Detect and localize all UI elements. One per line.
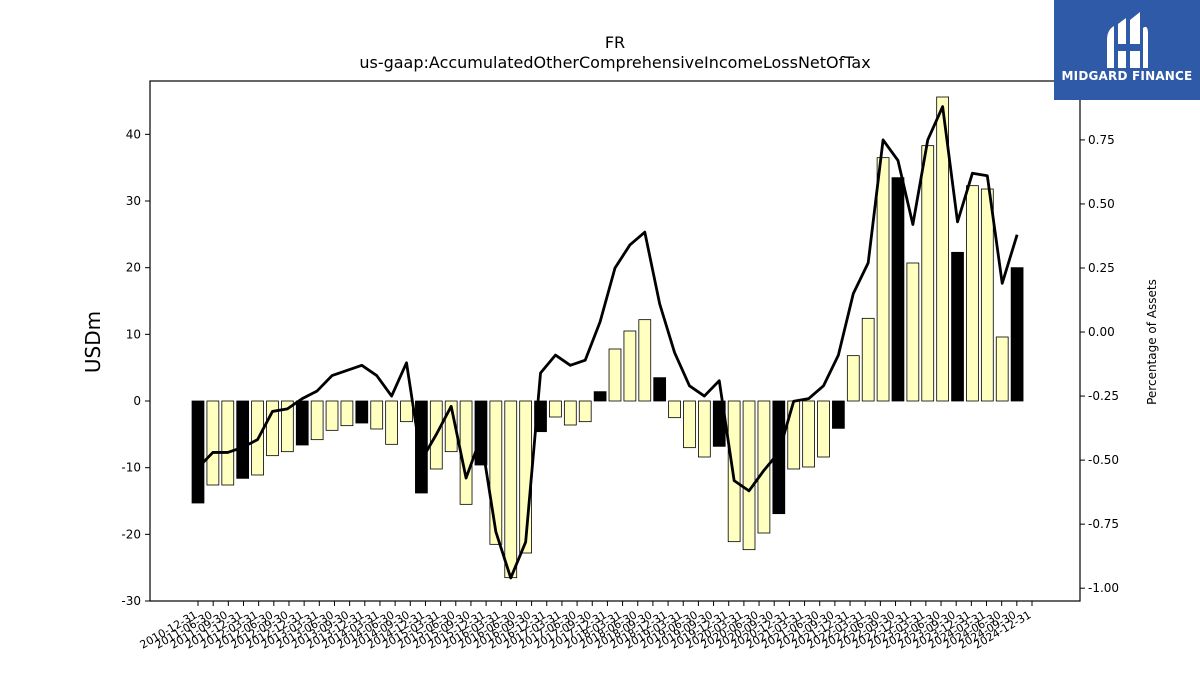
bar bbox=[757, 400, 771, 534]
bar bbox=[638, 319, 652, 402]
bar bbox=[385, 400, 398, 445]
chart-title: FR bbox=[605, 33, 625, 52]
bar bbox=[861, 317, 875, 402]
bar bbox=[444, 400, 458, 453]
bar bbox=[221, 400, 235, 486]
y-tick-label: 40 bbox=[126, 127, 141, 141]
y2-axis-label: Percentage of Assets bbox=[1145, 279, 1159, 405]
bar bbox=[951, 251, 964, 402]
bar bbox=[266, 400, 279, 457]
bar bbox=[980, 188, 994, 402]
bar bbox=[489, 400, 503, 545]
bar bbox=[623, 330, 637, 402]
bar bbox=[668, 400, 681, 419]
bar bbox=[206, 400, 220, 486]
y2-tick-label: 0.00 bbox=[1088, 325, 1115, 339]
bar bbox=[802, 400, 815, 468]
bar bbox=[415, 400, 428, 494]
y-axis-label: USDm bbox=[81, 311, 105, 373]
bar bbox=[370, 400, 384, 430]
bar bbox=[876, 157, 890, 402]
bar bbox=[1010, 267, 1024, 402]
bar bbox=[295, 400, 309, 446]
bar bbox=[936, 96, 950, 402]
y-tick-label: 30 bbox=[126, 194, 141, 208]
logo-mark-icon bbox=[1107, 12, 1148, 68]
percentage-line bbox=[196, 105, 1019, 580]
y2-tick-label: 0.25 bbox=[1088, 261, 1115, 275]
bar bbox=[191, 400, 205, 504]
bar bbox=[355, 400, 369, 424]
plot-frame bbox=[149, 80, 1081, 602]
bar bbox=[921, 145, 935, 402]
y2-tick-label: -0.25 bbox=[1088, 389, 1119, 403]
bar bbox=[772, 400, 786, 515]
bar bbox=[340, 400, 354, 427]
bar bbox=[846, 355, 860, 402]
bar bbox=[325, 400, 339, 431]
bar bbox=[966, 185, 979, 402]
bar bbox=[906, 262, 920, 402]
bar bbox=[683, 400, 696, 449]
y-tick-label: 20 bbox=[126, 261, 141, 275]
y-tick-label: -10 bbox=[121, 461, 141, 475]
chart-subtitle: us-gaap:AccumulatedOtherComprehensiveInc… bbox=[359, 53, 870, 72]
bar bbox=[608, 348, 622, 402]
bar bbox=[504, 400, 518, 579]
y-tick-label: -20 bbox=[121, 527, 141, 541]
bar bbox=[236, 400, 250, 479]
y-tick-label: 0 bbox=[133, 394, 141, 408]
bar bbox=[280, 400, 294, 453]
bar bbox=[474, 400, 488, 466]
bar bbox=[653, 377, 667, 402]
y2-tick-label: -0.50 bbox=[1088, 453, 1119, 467]
logo: MIDGARD FINANCE bbox=[1054, 0, 1200, 100]
bar bbox=[817, 400, 830, 458]
bar bbox=[995, 336, 1009, 402]
bar bbox=[549, 400, 562, 418]
y2-tick-label: -0.75 bbox=[1088, 517, 1119, 531]
logo-text: MIDGARD FINANCE bbox=[1062, 69, 1193, 83]
bar bbox=[534, 400, 547, 433]
y2-tick-label: 0.75 bbox=[1088, 133, 1115, 147]
y2-tick-label: -1.00 bbox=[1088, 581, 1119, 595]
bar bbox=[400, 400, 413, 423]
plot-area: -30 -20 -10 0 10 20 30 40 -1.00 -0.75 -0.50 -0.25 0.… bbox=[121, 80, 1119, 652]
bar bbox=[578, 400, 592, 423]
bar bbox=[310, 400, 324, 441]
bar bbox=[742, 400, 756, 551]
bar bbox=[563, 400, 577, 426]
bar bbox=[832, 400, 845, 429]
y-tick-label: 10 bbox=[126, 327, 141, 341]
y-tick-label: -30 bbox=[121, 594, 141, 608]
y2-tick-label: 0.50 bbox=[1088, 197, 1115, 211]
bar bbox=[891, 177, 905, 402]
bar bbox=[593, 391, 607, 402]
bar bbox=[698, 400, 711, 458]
